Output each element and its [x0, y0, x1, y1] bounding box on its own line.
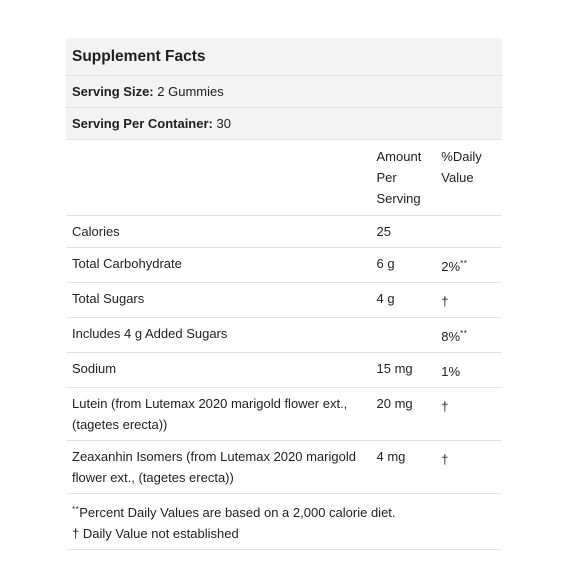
nutrient-daily-value: 1% — [435, 352, 502, 388]
nutrient-row: Lutein (from Lutemax 2020 marigold flowe… — [66, 387, 502, 441]
column-header-blank — [66, 139, 371, 216]
footnote-row: **Percent Daily Values are based on a 2,… — [66, 493, 502, 550]
nutrient-row: Sodium 15 mg 1% — [66, 352, 502, 388]
servings-per-container-row: Serving Per Container: 30 — [66, 107, 502, 140]
footnotes: **Percent Daily Values are based on a 2,… — [66, 493, 502, 550]
supplement-facts-table: Supplement Facts Serving Size: 2 Gummies… — [66, 38, 502, 550]
nutrient-amount: 15 mg — [370, 352, 436, 388]
nutrient-name: Calories — [66, 215, 371, 248]
servings-per-container-value: 30 — [216, 116, 231, 131]
footnote-percent-dv: **Percent Daily Values are based on a 2,… — [72, 505, 396, 520]
nutrient-amount: 4 mg — [370, 440, 436, 494]
column-header-daily-value: %Daily Value — [435, 139, 502, 216]
title-row: Supplement Facts — [66, 38, 502, 76]
serving-size-label: Serving Size: — [72, 84, 154, 99]
nutrient-row: Total Sugars 4 g † — [66, 282, 502, 318]
nutrient-name: Total Carbohydrate — [66, 247, 371, 283]
serving-size-row: Serving Size: 2 Gummies — [66, 75, 502, 108]
nutrient-name: Zeaxanhin Isomers (from Lutemax 2020 mar… — [66, 440, 371, 494]
nutrient-name: Includes 4 g Added Sugars — [66, 317, 371, 353]
panel-title: Supplement Facts — [66, 38, 502, 76]
nutrient-amount: 20 mg — [370, 387, 436, 441]
nutrient-daily-value: † — [435, 282, 502, 318]
nutrient-daily-value: 2%** — [435, 247, 502, 283]
nutrient-daily-value — [435, 215, 502, 248]
nutrient-row: Calories 25 — [66, 215, 502, 248]
nutrient-amount — [370, 317, 436, 353]
nutrient-daily-value: † — [435, 440, 502, 494]
nutrient-name: Lutein (from Lutemax 2020 marigold flowe… — [66, 387, 371, 441]
servings-per-container-label: Serving Per Container: — [72, 116, 213, 131]
nutrient-row: Includes 4 g Added Sugars 8%** — [66, 317, 502, 353]
footnote-not-established: † Daily Value not established — [72, 526, 239, 541]
nutrient-daily-value: † — [435, 387, 502, 441]
nutrient-daily-value: 8%** — [435, 317, 502, 353]
column-header-row: Amount Per Serving %Daily Value — [66, 139, 502, 216]
nutrient-amount: 25 — [370, 215, 436, 248]
nutrient-row: Zeaxanhin Isomers (from Lutemax 2020 mar… — [66, 440, 502, 494]
serving-size-value: 2 Gummies — [157, 84, 224, 99]
nutrient-row: Total Carbohydrate 6 g 2%** — [66, 247, 502, 283]
nutrient-amount: 6 g — [370, 247, 436, 283]
nutrient-name: Total Sugars — [66, 282, 371, 318]
nutrient-name: Sodium — [66, 352, 371, 388]
column-header-amount: Amount Per Serving — [370, 139, 436, 216]
nutrient-amount: 4 g — [370, 282, 436, 318]
